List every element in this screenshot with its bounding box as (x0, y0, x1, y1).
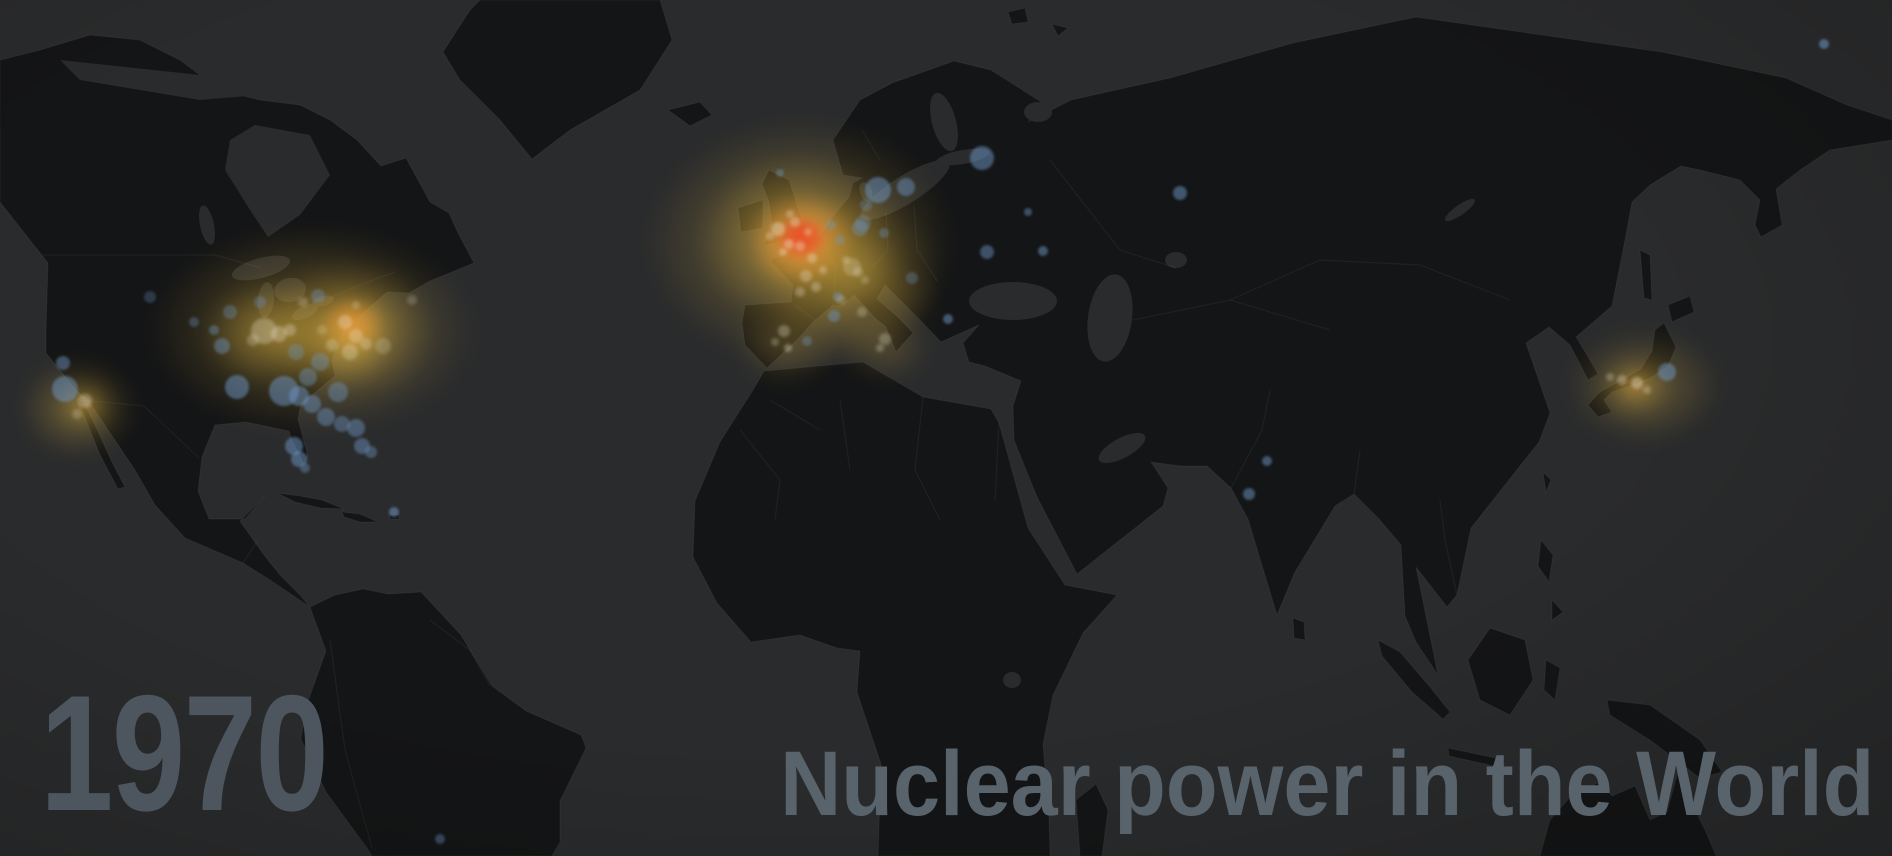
year-label: 1970 (40, 661, 329, 845)
water-lake-erie (292, 303, 318, 321)
water-gulf-bothnia (930, 92, 958, 152)
land-cuba (276, 492, 345, 510)
inland-water (60, 55, 1476, 688)
map-title: Nuclear power in the World (779, 733, 1874, 835)
water-caspian-sea (1087, 274, 1133, 362)
country-borders (42, 129, 1511, 849)
land-sumatra (1377, 639, 1451, 720)
land-africa (692, 361, 1118, 856)
land-borneo (1467, 627, 1534, 716)
land-baja (77, 397, 126, 490)
land-hispaniola (341, 511, 379, 523)
land-americas (0, 34, 587, 856)
land-java (1447, 747, 1506, 769)
water-white-sea (1024, 102, 1052, 122)
land-taiwan (1542, 470, 1552, 494)
land-svalbard (1007, 7, 1070, 37)
water-hudson-bay (225, 125, 330, 237)
land-madagascar (1075, 783, 1109, 856)
land-newguinea (1606, 699, 1723, 779)
land-srilanka (1292, 617, 1306, 641)
water-baltic-sea (860, 159, 950, 221)
land-philippines (1537, 538, 1554, 584)
land-eurasia (741, 16, 1892, 676)
land-australia (1539, 770, 1717, 856)
water-aral-sea (1165, 252, 1187, 268)
land-iceland (666, 101, 713, 127)
land-puertorico (389, 514, 400, 520)
land-sulawesi (1543, 659, 1561, 701)
water-lake-winnipeg (198, 205, 216, 245)
land-mindanao (1551, 598, 1564, 621)
land-sakhalin (1639, 249, 1653, 301)
land-hokkaido (1667, 295, 1695, 323)
land-greenland (442, 0, 673, 160)
water-lake-superior (231, 255, 291, 281)
water-persian-gulf (1098, 432, 1146, 464)
water-lake-huron (274, 277, 306, 303)
water-arctic-channels (60, 55, 330, 100)
water-black-sea (969, 282, 1057, 320)
water-lake-baikal (1444, 198, 1476, 222)
water-lake-michigan (257, 282, 275, 318)
water-lake-victoria (1003, 672, 1021, 688)
